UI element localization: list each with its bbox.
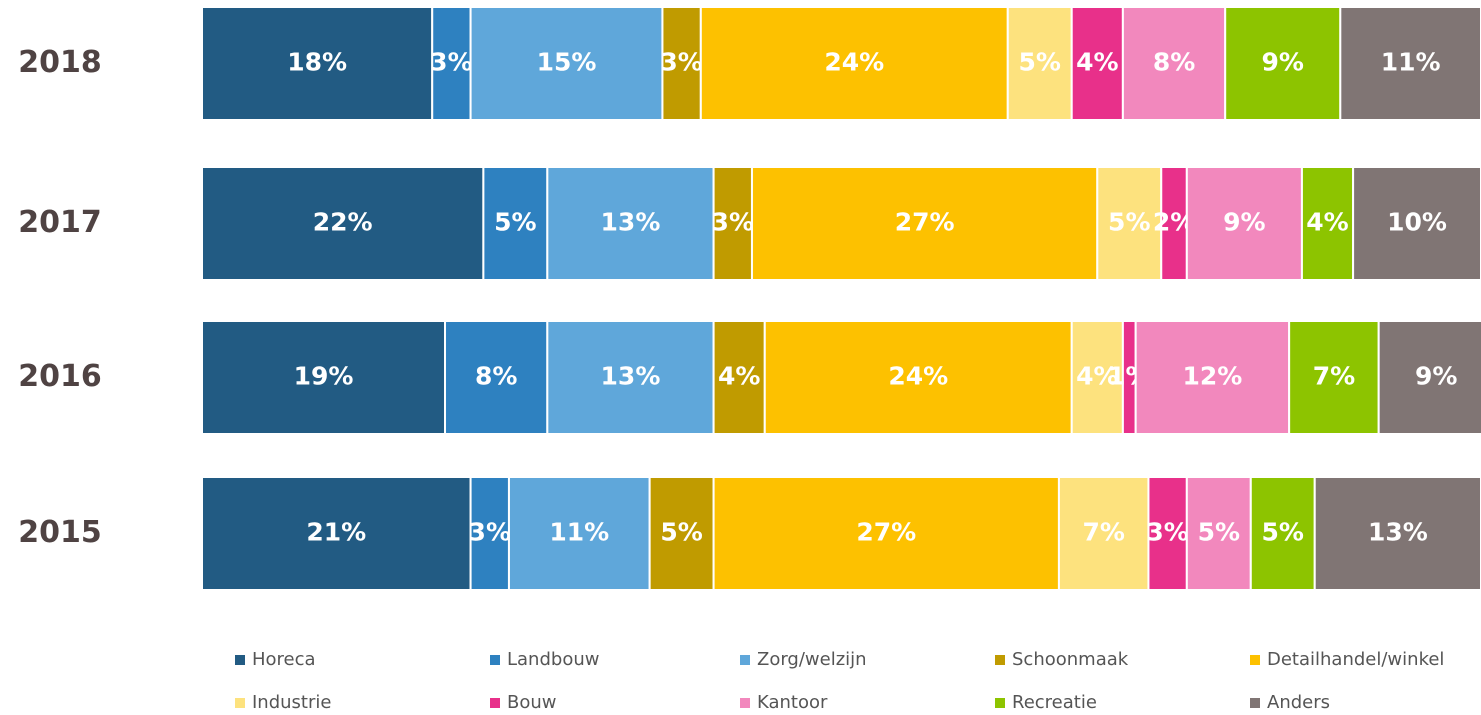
bar-segment [469,476,510,591]
data-label: 9% [1223,208,1265,237]
y-tick-label: 2017 [18,205,102,240]
data-label: 13% [1368,518,1428,547]
legend-swatch [995,655,1005,665]
bar-segment [482,166,549,281]
legend-swatch [1250,698,1260,708]
data-label: 13% [601,362,661,391]
y-tick-label: 2016 [18,359,102,394]
bar-segment [201,166,485,281]
data-label: 8% [1153,48,1195,77]
bar-segment [1288,320,1380,435]
bar-segment [444,320,549,435]
data-label: 19% [294,362,354,391]
bar-segment [201,476,472,591]
bar-segment [648,476,715,591]
data-label: 12% [1182,362,1242,391]
bar-segment [1006,6,1073,121]
legend-label: Schoonmaak [1012,649,1129,670]
legend-label: Recreatie [1012,692,1097,713]
legend-swatch [490,698,500,708]
bar-segment [712,476,1060,591]
data-label: 4% [1076,48,1118,77]
bar-segment [712,320,766,435]
data-label: 24% [888,362,948,391]
data-label: 13% [601,208,661,237]
bar-segment [1352,166,1481,281]
data-label: 5% [660,518,702,547]
data-label: 4% [718,362,760,391]
bar-segment [1134,320,1291,435]
bar-segment [763,320,1073,435]
bar-segment [1224,6,1342,121]
bar-segment [546,166,715,281]
data-label: 24% [824,48,884,77]
data-label: 9% [1262,48,1304,77]
bar-segment [750,166,1099,281]
data-label: 27% [856,518,916,547]
legend-label: Horeca [252,649,316,670]
data-label: 3% [712,208,754,237]
data-label: 9% [1415,362,1457,391]
bar-segment [1070,6,1124,121]
data-label: 4% [1076,362,1118,391]
legend-swatch [490,655,500,665]
data-label: 27% [895,208,955,237]
bar-segment [1377,320,1481,435]
bar-segment [712,166,753,281]
bar-segment [546,320,715,435]
legend-label: Bouw [507,692,557,713]
data-label: 18% [287,48,347,77]
y-tick-label: 2015 [18,515,102,550]
data-label: 5% [1108,208,1150,237]
data-label: 3% [1146,518,1188,547]
bar-segment [1147,476,1188,591]
bar-segment [431,6,472,121]
legend-swatch [995,698,1005,708]
bar-segment [1057,476,1150,591]
bar-segment [699,6,1009,121]
data-label: 11% [549,518,609,547]
data-label: 15% [537,48,597,77]
data-label: 3% [469,518,511,547]
bar-segment [507,476,651,591]
legend-swatch [740,655,750,665]
data-label: 4% [1306,208,1348,237]
bar-segment [1313,476,1481,591]
legend-label: Landbouw [507,649,599,670]
legend-label: Kantoor [757,692,828,713]
legend-label: Industrie [252,692,331,713]
data-label: 3% [430,48,472,77]
bar-segment [201,6,434,121]
bar-segment [201,320,447,435]
bar-segment [1249,476,1316,591]
legend-swatch [235,655,245,665]
data-label: 8% [475,362,517,391]
data-label: 5% [1262,518,1304,547]
legend-swatch [740,698,750,708]
bar-segment [1185,166,1303,281]
data-label: 22% [313,208,373,237]
data-label: 11% [1381,48,1441,77]
bar-segment [1070,320,1124,435]
bar-segment [1121,6,1227,121]
bar-segment [469,6,664,121]
data-label: 7% [1082,518,1124,547]
data-label: 3% [660,48,702,77]
data-label: 10% [1387,208,1447,237]
legend-swatch [1250,655,1260,665]
bar-segment [1339,6,1481,121]
data-label: 5% [1198,518,1240,547]
y-tick-label: 2018 [18,45,102,80]
data-label: 7% [1313,362,1355,391]
legend-label: Anders [1267,692,1330,713]
data-label: 5% [494,208,536,237]
legend-swatch [235,698,245,708]
legend-label: Zorg/welzijn [757,649,867,670]
data-label: 21% [306,518,366,547]
legend-label: Detailhandel/winkel [1267,649,1444,670]
data-label: 5% [1019,48,1061,77]
